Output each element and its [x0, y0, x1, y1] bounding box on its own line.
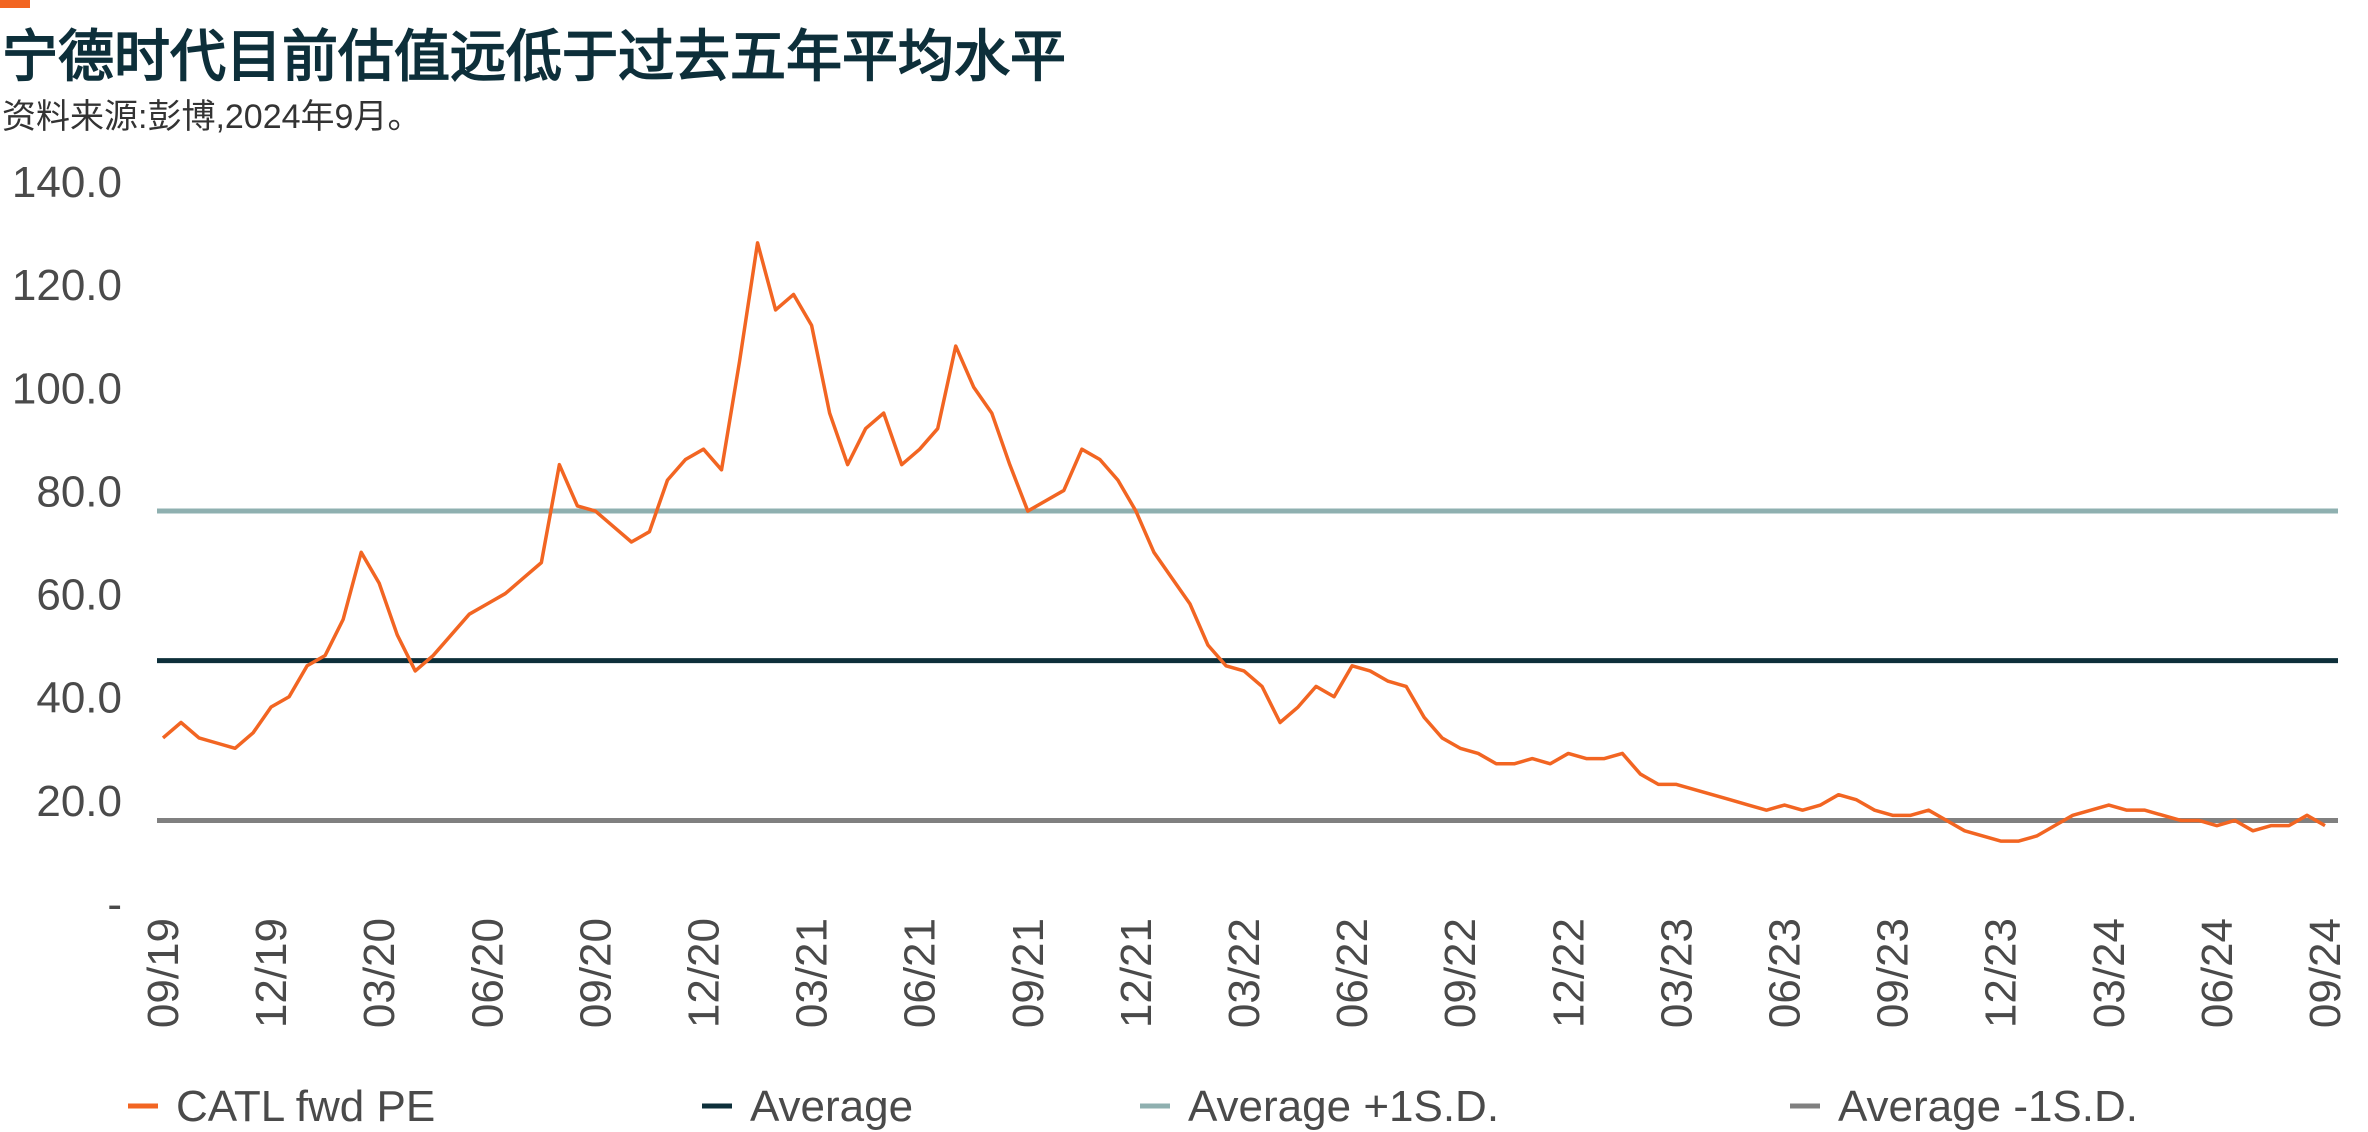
x-tick-label: 09/24 [2301, 918, 2350, 1028]
x-tick-label: 12/21 [1112, 918, 1161, 1028]
x-tick-label: 09/19 [139, 918, 188, 1028]
legend-label: CATL fwd PE [176, 1082, 435, 1131]
chart-title: 宁德时代目前估值远低于过去五年平均水平 [2, 25, 1066, 88]
x-tick-label: 06/22 [1328, 918, 1377, 1028]
y-tick-label: 100.0 [12, 364, 122, 413]
x-tick-label: 06/20 [463, 918, 512, 1028]
series-line [161, 241, 2326, 843]
legend-label: Average +1S.D. [1188, 1082, 1499, 1131]
legend-label: Average -1S.D. [1838, 1082, 2138, 1131]
x-tick-label: 12/22 [1544, 918, 1593, 1028]
x-tick-label: 09/21 [1004, 918, 1053, 1028]
accent-bar [0, 0, 30, 8]
x-tick-label: 06/23 [1761, 918, 1810, 1028]
y-tick-label: 80.0 [36, 467, 122, 516]
x-tick-label: 06/21 [896, 918, 945, 1028]
x-tick-label: 03/24 [2085, 918, 2134, 1028]
chart-subtitle: 资料来源:彭博,2024年9月。 [2, 98, 421, 136]
y-tick-label: - [107, 880, 122, 929]
x-tick-label: 03/21 [788, 918, 837, 1028]
x-tick-label: 09/23 [1869, 918, 1918, 1028]
x-tick-label: 09/20 [571, 918, 620, 1028]
x-tick-label: 12/19 [247, 918, 296, 1028]
x-tick-label: 12/20 [680, 918, 729, 1028]
y-tick-label: 20.0 [36, 777, 122, 826]
x-tick-label: 06/24 [2193, 918, 2242, 1028]
y-tick-label: 40.0 [36, 674, 122, 723]
x-tick-label: 03/23 [1652, 918, 1701, 1028]
y-tick-label: 120.0 [12, 261, 122, 310]
y-tick-label: 140.0 [12, 158, 122, 207]
x-tick-label: 09/22 [1436, 918, 1485, 1028]
legend-label: Average [750, 1082, 913, 1131]
x-tick-label: 03/22 [1220, 918, 1269, 1028]
y-tick-label: 60.0 [36, 571, 122, 620]
x-tick-label: 12/23 [1977, 918, 2026, 1028]
x-tick-label: 03/20 [355, 918, 404, 1028]
